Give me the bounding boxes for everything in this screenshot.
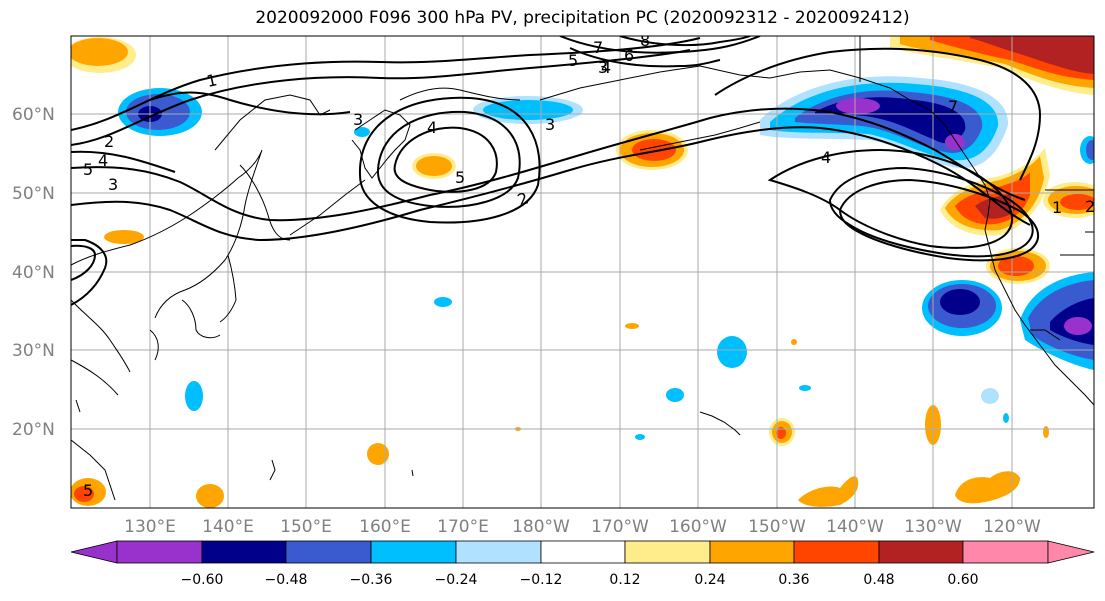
graticule xyxy=(71,36,1094,508)
colorbar-ticks: −0.60 −0.48 −0.36 −0.24 −0.12 0.12 0.24 … xyxy=(181,572,979,588)
map-panel: 1 2 2 3 3 3 4 4 4 5 5 5 6 7 8 1 2 3 4 5 … xyxy=(71,31,1095,508)
colorbar-segment xyxy=(455,540,542,564)
contour-label: 5 xyxy=(83,481,93,500)
lon-label: 170°W xyxy=(591,517,649,537)
contour-label: 1 xyxy=(1052,198,1062,217)
contour-label: 4 xyxy=(821,148,831,167)
lon-label: 160°W xyxy=(669,517,727,537)
colorbar-segment xyxy=(285,540,372,564)
colorbar-segment xyxy=(793,540,880,564)
contour-label: 5 xyxy=(455,168,465,187)
contour-label: 8 xyxy=(640,31,650,50)
contour-label: 5 xyxy=(83,160,93,179)
colorbar-tick: −0.36 xyxy=(350,572,393,588)
lat-label: 60°N xyxy=(12,105,55,125)
contour-label: 4 xyxy=(98,151,108,170)
lon-label: 160°E xyxy=(359,517,411,537)
colorbar-segment xyxy=(540,540,626,564)
lon-label: 170°E xyxy=(437,517,489,537)
pv-contours xyxy=(71,36,1042,306)
colorbar-tick: −0.12 xyxy=(520,572,563,588)
colorbar-segment xyxy=(962,540,1049,564)
lat-label: 50°N xyxy=(12,184,55,204)
lon-label: 130°E xyxy=(124,517,176,537)
colorbar-min-extend xyxy=(70,540,118,564)
contour-label: 7 xyxy=(593,38,603,57)
colorbar-segment xyxy=(624,540,711,564)
contour-label: 3 xyxy=(353,110,363,129)
coastlines xyxy=(71,36,1094,501)
contour-label: 4 xyxy=(601,58,611,77)
contour-label: 3 xyxy=(545,115,555,134)
lon-label: 180°W xyxy=(512,517,570,537)
colorbar-segment xyxy=(709,540,795,564)
colorbar-tick: 0.48 xyxy=(863,572,894,588)
colorbar-max-extend xyxy=(1047,540,1095,564)
latitude-labels: 60°N 50°N 40°N 30°N 20°N xyxy=(12,105,55,440)
contour-label: 4 xyxy=(427,118,437,137)
lat-label: 30°N xyxy=(12,341,55,361)
colorbar-tick: −0.24 xyxy=(435,572,478,588)
contour-label: 5 xyxy=(568,51,578,70)
lon-label: 140°E xyxy=(202,517,254,537)
lat-label: 40°N xyxy=(12,263,55,283)
colorbar-tick: −0.60 xyxy=(181,572,224,588)
colorbar-tick: 0.12 xyxy=(609,572,640,588)
colorbar-segment xyxy=(878,540,964,564)
contour-label: 3 xyxy=(108,175,118,194)
lon-label: 150°W xyxy=(748,517,806,537)
colorbar-tick: 0.24 xyxy=(694,572,725,588)
lat-label: 20°N xyxy=(12,420,55,440)
contour-label: 6 xyxy=(624,46,634,65)
contour-label: 2 xyxy=(1085,197,1095,216)
lon-label: 140°W xyxy=(826,517,884,537)
lon-label: 130°W xyxy=(904,517,962,537)
lon-label: 120°W xyxy=(983,517,1041,537)
colorbar xyxy=(70,540,1095,564)
map-frame xyxy=(70,35,1095,509)
colorbar-tick: −0.48 xyxy=(265,572,308,588)
lon-label: 150°E xyxy=(280,517,332,537)
contour-label: 3 xyxy=(598,58,608,77)
colorbar-tick: 0.36 xyxy=(778,572,809,588)
map-title: 2020092000 F096 300 hPa PV, precipitatio… xyxy=(255,8,910,28)
colorbar-segment xyxy=(370,540,457,564)
colorbar-segment xyxy=(201,540,287,564)
colorbar-tick: 0.60 xyxy=(947,572,978,588)
colorbar-segment xyxy=(116,540,203,564)
contour-label: 1 xyxy=(205,70,219,91)
contour-label: 7 xyxy=(948,97,958,116)
longitude-labels: 130°E 140°E 150°E 160°E 170°E 180°W 170°… xyxy=(124,517,1041,537)
contour-label: 2 xyxy=(104,132,114,151)
